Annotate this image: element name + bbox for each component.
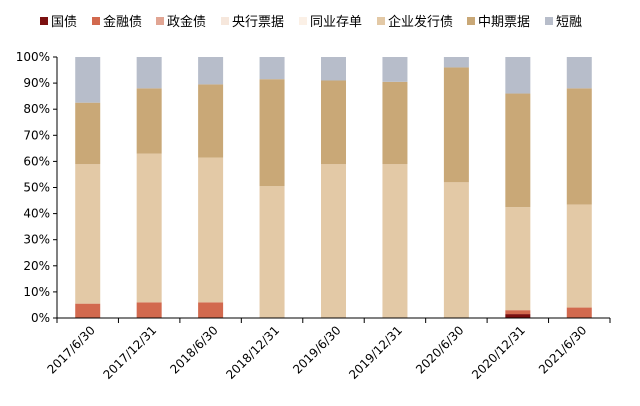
legend-swatch-6 [467, 17, 475, 25]
bars [75, 57, 592, 318]
bar-segment [505, 93, 531, 208]
x-tick-label: 2018/12/31 [223, 323, 282, 382]
x-tick-label: 2018/6/30 [167, 323, 220, 376]
bar-segment [566, 88, 592, 205]
legend-swatch-0 [40, 17, 48, 25]
legend-swatch-4 [299, 17, 307, 25]
x-tick-label: 2017/6/30 [44, 323, 97, 376]
y-tick-label: 40% [23, 207, 50, 221]
x-tick-label: 2020/6/30 [413, 323, 466, 376]
bar-segment [198, 157, 224, 303]
x-tick-label: 2017/12/31 [100, 323, 159, 382]
legend-label-0: 国债 [51, 15, 77, 30]
bar-segment [443, 182, 469, 318]
legend-label-5: 企业发行债 [388, 14, 453, 30]
y-tick-label: 30% [23, 233, 50, 247]
bar-segment [75, 57, 101, 103]
legend-label-6: 中期票据 [478, 15, 530, 30]
bar-segment [443, 67, 469, 183]
legend-swatch-3 [221, 17, 229, 25]
bar-segment [382, 81, 408, 165]
y-tick-label: 100% [16, 50, 50, 64]
legend-swatch-7 [545, 17, 553, 25]
bar-segment [75, 164, 101, 304]
bar-segment [505, 310, 531, 315]
legend: 国债 金融债 政金债 央行票据 同业存单 企业发行债 中期票据 短融 [40, 14, 582, 30]
y-tick-label: 50% [23, 181, 50, 195]
legend-swatch-1 [92, 17, 100, 25]
bar-segment [382, 164, 408, 318]
bar-segment [136, 88, 162, 154]
bar-segment [505, 57, 531, 94]
y-tick-label: 10% [23, 285, 50, 299]
bar-segment [259, 186, 285, 318]
bar-segment [321, 80, 346, 165]
bar-segment [321, 57, 346, 81]
bar-segment [566, 204, 592, 308]
bar-segment [259, 79, 285, 187]
legend-swatch-5 [377, 17, 385, 25]
y-tick-label: 0% [31, 311, 50, 325]
x-tick-label: 2021/6/30 [536, 323, 589, 376]
bar-segment [566, 307, 592, 318]
y-tick-label: 80% [23, 102, 50, 116]
bar-segment [198, 302, 224, 318]
bar-segment [75, 102, 101, 165]
legend-label-7: 短融 [556, 15, 582, 30]
legend-label-2: 政金债 [167, 14, 206, 30]
y-tick-label: 60% [23, 154, 50, 168]
bar-segment [259, 57, 285, 80]
x-axis: 2017/6/30 2017/12/31 2018/6/30 2018/12/31 20… [44, 317, 611, 382]
bar-segment [198, 57, 224, 85]
bar-segment [198, 84, 224, 158]
bar-segment [136, 57, 162, 89]
bar-segment [75, 303, 101, 318]
bar-segment [443, 57, 469, 68]
x-tick-label: 2019/6/30 [290, 323, 343, 376]
bar-segment [505, 207, 531, 311]
y-tick-label: 90% [23, 76, 50, 90]
y-axis: 0% 10% 20% 30% 40% 50% 60% 70% 80% 90% 100% [16, 50, 58, 325]
y-tick-label: 20% [23, 259, 50, 273]
legend-label-3: 央行票据 [232, 15, 284, 30]
y-tick-label: 70% [23, 128, 50, 142]
legend-label-4: 同业存单 [310, 15, 362, 30]
legend-label-1: 金融债 [103, 14, 142, 30]
bar-segment [505, 314, 531, 318]
x-tick-label: 2019/12/31 [346, 323, 405, 382]
bar-segment [382, 57, 408, 82]
legend-swatch-2 [156, 17, 164, 25]
bar-segment [136, 153, 162, 303]
x-tick-label: 2020/12/31 [469, 323, 528, 382]
bar-segment [136, 302, 162, 318]
bar-segment [321, 164, 346, 318]
bar-segment [566, 57, 592, 89]
